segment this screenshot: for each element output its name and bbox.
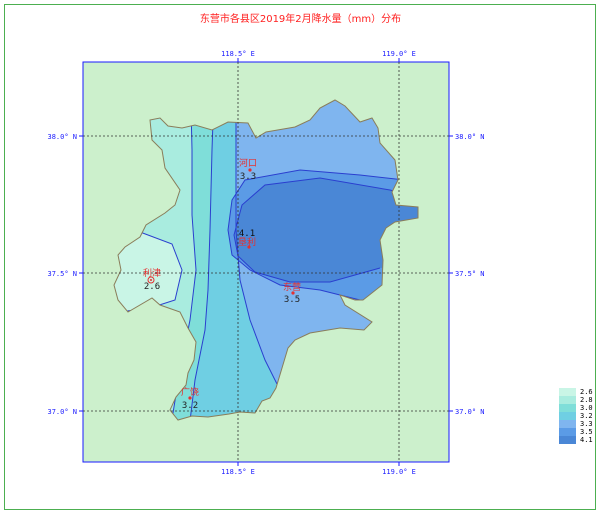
station-value-lijin: 2.6 xyxy=(144,282,160,292)
lat-label-left-38-0: 38.0° N xyxy=(47,133,77,141)
outer-frame xyxy=(4,4,596,510)
lat-label-left-37-0: 37.0° N xyxy=(47,408,77,416)
legend-swatch-3-0 xyxy=(559,404,576,412)
axis-ticks xyxy=(79,58,453,466)
contour-band-2.6 xyxy=(114,232,182,312)
legend-swatch-2-8 xyxy=(559,396,576,404)
legend-swatch-2-6 xyxy=(559,388,576,396)
legend-label-4-1: 4.1 xyxy=(580,436,593,444)
station-value-dongying: 3.5 xyxy=(284,295,300,305)
contour-line-3.5 xyxy=(233,177,418,283)
legend-item: 3.2 xyxy=(559,412,593,420)
legend-label-2-6: 2.6 xyxy=(580,388,593,396)
graticule xyxy=(83,62,449,462)
legend-swatch-3-2 xyxy=(559,412,576,420)
legend-item: 2.8 xyxy=(559,396,593,404)
county-outline xyxy=(113,99,419,421)
contour-line-3.0 xyxy=(184,100,216,420)
legend-label-3-0: 3.0 xyxy=(580,404,593,412)
station-name-lijin: 利津 xyxy=(143,267,161,279)
lat-label-right-37-5: 37.5° N xyxy=(455,270,485,278)
station-marker-dongying xyxy=(291,291,295,295)
legend-label-3-2: 3.2 xyxy=(580,412,593,420)
legend-label-3-3: 3.3 xyxy=(580,420,593,428)
station-name-guangrao: 广饶 xyxy=(181,386,199,398)
legend-swatch-3-5 xyxy=(559,428,576,436)
lat-label-left-37-5: 37.5° N xyxy=(47,270,77,278)
station-value-kenli: 4.1 xyxy=(239,229,255,239)
legend-label-3-5: 3.5 xyxy=(580,428,593,436)
station-marker-kenli xyxy=(247,245,251,249)
station-name-hekou: 河口 xyxy=(239,157,257,169)
lat-label-right-37-0: 37.0° N xyxy=(455,408,485,416)
legend-label-2-8: 2.8 xyxy=(580,396,593,404)
station-name-dongying: 东营 xyxy=(283,281,301,293)
station-marker-lijin xyxy=(147,276,155,284)
lon-label-top-118-5: 118.5° E xyxy=(221,50,255,58)
lon-label-bottom-118-5: 118.5° E xyxy=(221,468,255,476)
legend-swatch-3-3 xyxy=(559,420,576,428)
legend-item: 4.1 xyxy=(559,436,593,444)
lon-label-top-119-0: 119.0° E xyxy=(382,50,416,58)
lon-label-bottom-119-0: 119.0° E xyxy=(382,468,416,476)
contour-line-3.3 xyxy=(227,169,418,301)
station-value-guangrao: 3.2 xyxy=(182,401,198,411)
station-marker-hekou xyxy=(248,168,252,172)
station-marker-guangrao xyxy=(188,396,192,400)
legend-swatch-4-1 xyxy=(559,436,576,444)
lat-label-right-38-0: 38.0° N xyxy=(455,133,485,141)
map-title: 东营市各县区2019年2月降水量（mm）分布 xyxy=(199,14,402,25)
legend: 2.6 2.8 3.0 3.2 3.3 3.5 4.1 xyxy=(559,388,593,444)
legend-item: 2.6 xyxy=(559,388,593,396)
legend-item: 3.5 xyxy=(559,428,593,436)
legend-item: 3.0 xyxy=(559,404,593,412)
legend-item: 3.3 xyxy=(559,420,593,428)
station-value-hekou: 3.3 xyxy=(240,172,256,182)
station-name-kenli: 垦利 xyxy=(238,236,256,248)
